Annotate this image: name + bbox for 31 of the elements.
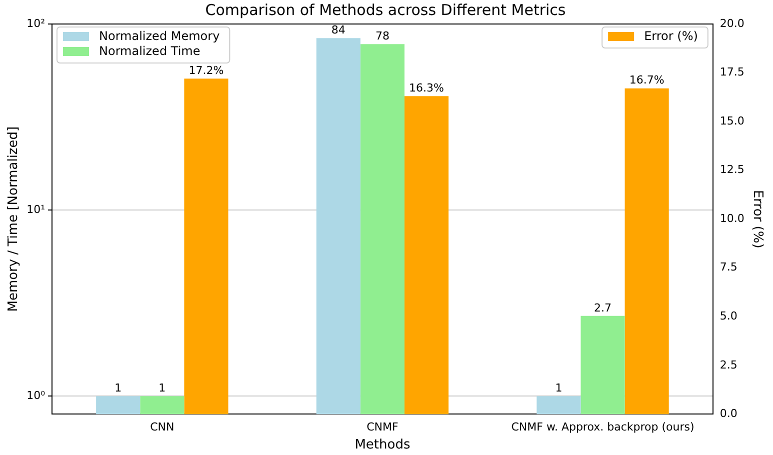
legend-label: Error (%) <box>644 29 698 44</box>
x-tick-label: CNN <box>150 420 174 434</box>
y2-tick-label: 17.5 <box>720 66 744 79</box>
x-tick-label: CNMF <box>366 420 398 434</box>
y-tick-label: 10⁰ <box>26 389 46 402</box>
y-tick-label: 10¹ <box>26 202 46 216</box>
y2-tick-label: 7.5 <box>720 260 738 274</box>
x-tick-label: CNMF w. Approx. backprop (ours) <box>511 420 694 434</box>
y2-tick-label: 15.0 <box>720 114 744 128</box>
chart-title: Comparison of Methods across Different Metrics <box>205 0 566 19</box>
y2-tick-label: 10.0 <box>720 212 744 225</box>
y2-tick-label: 20.0 <box>720 16 744 30</box>
data-label: 1 <box>555 382 562 395</box>
data-label: 84 <box>331 23 346 36</box>
y2-tick-label: 5.0 <box>720 310 738 323</box>
y2-tick-label: 2.5 <box>720 358 738 372</box>
y2-tick-label: 12.5 <box>720 163 744 176</box>
y-axis-title: Memory / Time [Normalized] <box>6 126 22 312</box>
data-label: 78 <box>375 29 390 42</box>
y2-tick-label: 0.0 <box>720 407 738 420</box>
data-label: 1 <box>158 382 166 395</box>
data-label: 16.7% <box>629 74 664 87</box>
legend-label: Normalized Time <box>99 44 200 58</box>
data-label: 1 <box>114 382 122 395</box>
y2-axis-title: Error (%) <box>750 190 765 248</box>
data-label: 16.3% <box>409 82 444 95</box>
legend-label: Normalized Memory <box>99 29 220 44</box>
x-axis-title: Methods <box>354 438 410 453</box>
data-label: 2.7 <box>594 301 612 314</box>
data-label: 17.2% <box>188 64 224 77</box>
y-tick-label: 10² <box>26 16 46 30</box>
